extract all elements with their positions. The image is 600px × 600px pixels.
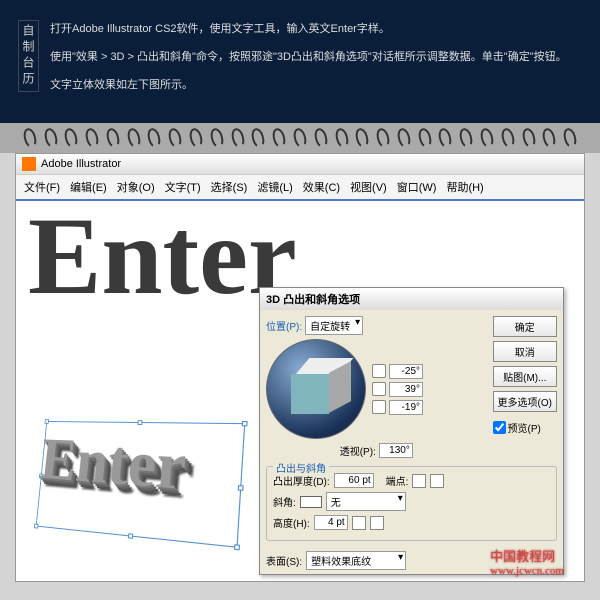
- rotation-trackball[interactable]: [266, 339, 366, 439]
- canvas-area[interactable]: Enter Enter 3D 凸出和斜角选项 位置(P): 自定旋转: [16, 201, 584, 581]
- bevel-shape-icon: [300, 496, 322, 508]
- depth-input[interactable]: [334, 473, 374, 488]
- instruction-1: 打开Adobe Illustrator CS2软件，使用文字工具，输入英文Ent…: [50, 20, 580, 40]
- x-axis-icon: [372, 364, 386, 378]
- menu-filter[interactable]: 滤镜(L): [253, 177, 296, 197]
- dialog-title[interactable]: 3D 凸出和斜角选项: [260, 288, 563, 310]
- surface-label: 表面(S):: [266, 553, 302, 568]
- watermark-url: www.jcwcn.com: [490, 565, 564, 577]
- cap-off-icon[interactable]: [430, 474, 444, 488]
- preview-label: 预览(P): [508, 420, 541, 435]
- menu-view[interactable]: 视图(V): [346, 177, 391, 197]
- height-label: 高度(H):: [273, 515, 310, 530]
- watermark: 中国教程网 www.jcwcn.com: [490, 546, 564, 577]
- tutorial-header: 自制台历 打开Adobe Illustrator CS2软件，使用文字工具，输入…: [0, 0, 600, 123]
- depth-label: 凸出厚度(D):: [273, 473, 330, 488]
- bevel-dropdown[interactable]: 无: [326, 492, 406, 511]
- position-dropdown[interactable]: 自定旋转: [305, 316, 363, 335]
- x-angle-input[interactable]: [389, 364, 423, 379]
- instruction-3: 文字立体效果如左下图所示。: [50, 76, 580, 96]
- map-button[interactable]: 贴图(M)...: [493, 366, 557, 387]
- menu-edit[interactable]: 编辑(E): [66, 177, 111, 197]
- more-options-button[interactable]: 更多选项(O): [493, 391, 557, 412]
- spiral-binding: [0, 123, 600, 153]
- menu-type[interactable]: 文字(T): [161, 177, 205, 197]
- menu-window[interactable]: 窗口(W): [393, 177, 441, 197]
- cancel-button[interactable]: 取消: [493, 341, 557, 362]
- preview-checkbox[interactable]: [493, 421, 506, 434]
- extrude-group: 凸出与斜角 凸出厚度(D): 端点: 斜角: 无 高度(H):: [266, 466, 557, 541]
- window-titlebar[interactable]: Adobe Illustrator: [16, 154, 584, 175]
- watermark-text: 中国教程网: [490, 549, 555, 564]
- y-axis-icon: [372, 382, 386, 396]
- illustrator-window: Adobe Illustrator 文件(F) 编辑(E) 对象(O) 文字(T…: [15, 153, 585, 582]
- app-icon: [22, 157, 36, 171]
- y-angle-input[interactable]: [389, 382, 423, 397]
- bevel-out-icon[interactable]: [370, 516, 384, 530]
- position-label: 位置(P):: [266, 318, 302, 333]
- surface-dropdown[interactable]: 塑料效果底纹: [306, 551, 406, 570]
- cap-on-icon[interactable]: [412, 474, 426, 488]
- window-title: Adobe Illustrator: [41, 158, 121, 170]
- 3d-enter-text[interactable]: Enter: [37, 425, 189, 507]
- 3d-options-dialog: 3D 凸出和斜角选项 位置(P): 自定旋转: [259, 287, 564, 575]
- z-angle-input[interactable]: [389, 400, 423, 415]
- extrude-legend: 凸出与斜角: [273, 460, 329, 475]
- bevel-label: 斜角:: [273, 494, 296, 509]
- cube-front-face: [291, 374, 329, 414]
- menu-select[interactable]: 选择(S): [207, 177, 252, 197]
- menu-object[interactable]: 对象(O): [113, 177, 159, 197]
- ok-button[interactable]: 确定: [493, 316, 557, 337]
- perspective-label: 透视(P):: [340, 443, 376, 458]
- menu-file[interactable]: 文件(F): [20, 177, 64, 197]
- cap-label: 端点:: [386, 473, 409, 488]
- bevel-in-icon[interactable]: [352, 516, 366, 530]
- height-input[interactable]: [314, 515, 348, 530]
- 3d-preview-area[interactable]: Enter: [26, 395, 246, 575]
- perspective-input[interactable]: [379, 443, 413, 458]
- menu-effect[interactable]: 效果(C): [299, 177, 344, 197]
- menu-help[interactable]: 帮助(H): [442, 177, 487, 197]
- z-axis-icon: [372, 400, 386, 414]
- instruction-2: 使用"效果 > 3D > 凸出和斜角"命令，按照邪途"3D凸出和斜角选项"对话框…: [50, 48, 580, 68]
- vertical-title: 自制台历: [18, 20, 39, 92]
